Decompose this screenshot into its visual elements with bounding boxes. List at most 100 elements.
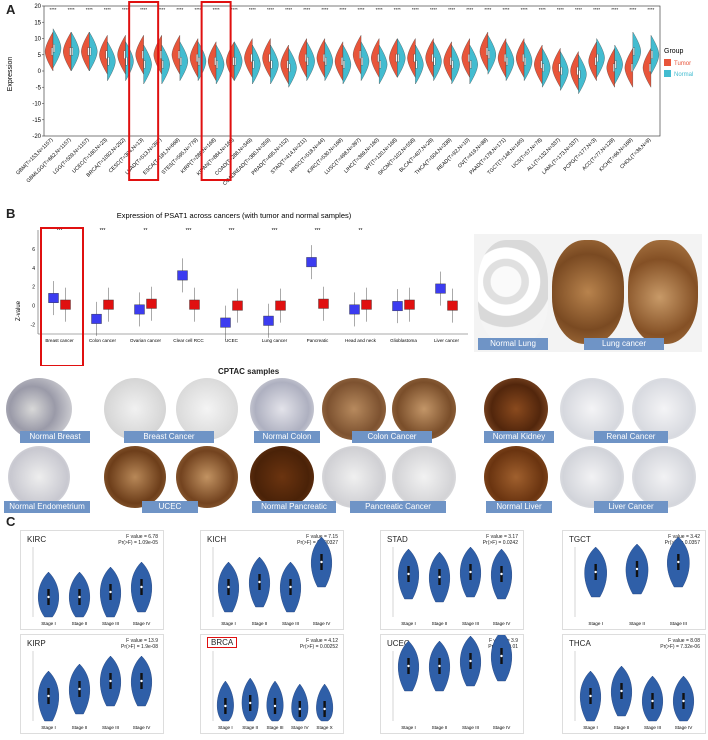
legend-normal-label: Normal [674, 72, 693, 78]
tumor-box [486, 47, 488, 56]
normal-violin [143, 44, 152, 85]
stage-median [273, 704, 277, 708]
normal-box [48, 293, 59, 303]
stage-median [298, 707, 301, 711]
stage-median [224, 704, 227, 708]
tumor-box [51, 47, 54, 56]
colon-cancer-tissue-image-1 [322, 378, 386, 440]
renal-cancer-label: Renal Cancer [594, 431, 668, 443]
cptac-grid: Normal Breast Breast Cancer Normal Endom… [0, 376, 708, 516]
normal-violin [487, 34, 497, 75]
significance-label: **** [448, 7, 455, 12]
significance-label: **** [430, 7, 437, 12]
tumor-box [214, 57, 217, 66]
stage-plot-stats: F value = 6.78 Pr(>F) = 1.09e-05 [118, 534, 158, 546]
normal-box [234, 57, 237, 66]
x-category-label: Lung cancer [262, 338, 288, 343]
tumor-box [576, 66, 579, 76]
significance-label: **** [104, 7, 111, 12]
normal-box [161, 60, 164, 69]
normal-colon-tissue-image [250, 378, 314, 440]
panel-b-ylabel: Z-value [16, 300, 22, 321]
normal-box [134, 304, 145, 315]
normal-box [433, 57, 436, 66]
stage-plot-stats: F value = 3.17 Pr(>F) = 0.0242 [482, 534, 518, 546]
stage-plot-title: BRCA [207, 637, 238, 648]
significance-label: *** [57, 228, 63, 234]
normal-pancreatic-tissue-image [250, 446, 314, 508]
significance-label: *** [272, 228, 278, 234]
stage-plot-title: KICH [207, 535, 227, 544]
normal-box [415, 60, 418, 69]
stage-median [78, 687, 81, 691]
significance-label: **** [358, 7, 365, 12]
tumor-box [649, 63, 651, 72]
stage-plot-title: STAD [387, 535, 408, 544]
normal-box [435, 283, 446, 294]
panel-label-c: C [6, 514, 16, 529]
panel-b-box-chart: Expression of PSAT1 across cancers (with… [16, 211, 468, 366]
normal-violin [560, 50, 569, 92]
significance-label: **** [122, 7, 129, 12]
panel-a-ylabel: Expression [7, 57, 14, 92]
stage-plot-title: KIRP [27, 639, 46, 648]
tumor-box [87, 47, 90, 56]
stage-median [47, 694, 50, 698]
stage-plot-svg: Stage I Stage II Stage III Stage IV [392, 546, 512, 626]
panel-label-b: B [6, 206, 16, 221]
stage-label: Stage III [462, 725, 479, 730]
colon-cancer-label: Colon Cancer [352, 431, 432, 443]
ucec-tissue-image-2 [176, 446, 238, 508]
significance-label: **** [158, 7, 165, 12]
lung-histology-panel: Normal Lung Lung cancer [474, 234, 702, 352]
normal-violin [542, 47, 551, 88]
stage-median [249, 701, 252, 705]
normal-breast-tissue-image [6, 378, 72, 440]
stage-median [620, 689, 623, 693]
normal-kidney-tissue-image [484, 378, 548, 440]
stage-median [677, 560, 680, 564]
panel-a-violin-chart: Expression 20 15 10 5 0 -5 -10 -15 -20 **** **** *… [7, 1, 693, 187]
stage-median [140, 585, 143, 589]
stage-median [589, 694, 592, 698]
panel-label-a: A [6, 2, 16, 17]
normal-violin [379, 44, 388, 85]
renal-cancer-tissue-image-2 [632, 378, 696, 440]
esca-highlight-box [200, 1, 232, 181]
stage-label: Stage IV [133, 725, 152, 730]
significance-label: **** [647, 7, 654, 12]
x-category-label: WT(T=120,N=168) [364, 137, 399, 172]
tumor-box [141, 50, 144, 59]
tumor-box [404, 299, 415, 310]
tumor-violin [443, 41, 452, 82]
x-category-label: Pancreatic [307, 338, 329, 343]
panel-b-ytick: -2 [31, 323, 36, 329]
stage-label: Stage III [266, 725, 283, 730]
normal-violin [433, 41, 442, 82]
stage-plot-kirp: KIRP F value = 13.9 Pr(>F) = 1.9e-08 Stage … [20, 634, 164, 734]
tumor-violin [497, 37, 507, 79]
normal-violin [578, 54, 587, 95]
tumor-box [250, 53, 253, 63]
panel-a-ytick: -5 [36, 85, 42, 91]
stage-median [109, 679, 112, 683]
stage-label: Stage III [644, 725, 661, 730]
tumor-box [377, 53, 380, 63]
panel-a-ytick: 20 [34, 4, 41, 10]
legend-normal-swatch [664, 70, 671, 77]
panel-c-stage-violins: KIRC F value = 6.78 Pr(>F) = 1.09e-05 Stage… [0, 530, 708, 740]
normal-box [361, 57, 363, 66]
significance-label: **** [557, 7, 564, 12]
cesc-highlight-box [128, 1, 160, 181]
stage-label: Stage I [41, 725, 56, 730]
normal-box [288, 63, 291, 72]
significance-label: *** [315, 228, 321, 234]
stage-plot-svg: Stage I Stage II Stage III Stage IV [32, 547, 152, 626]
normal-box [596, 53, 599, 63]
stage-plot-title: KIRC [27, 535, 47, 544]
normal-box [488, 50, 490, 59]
normal-violin [451, 44, 460, 85]
normal-violin [52, 28, 62, 69]
stage-median [500, 654, 503, 658]
normal-box [220, 317, 231, 328]
